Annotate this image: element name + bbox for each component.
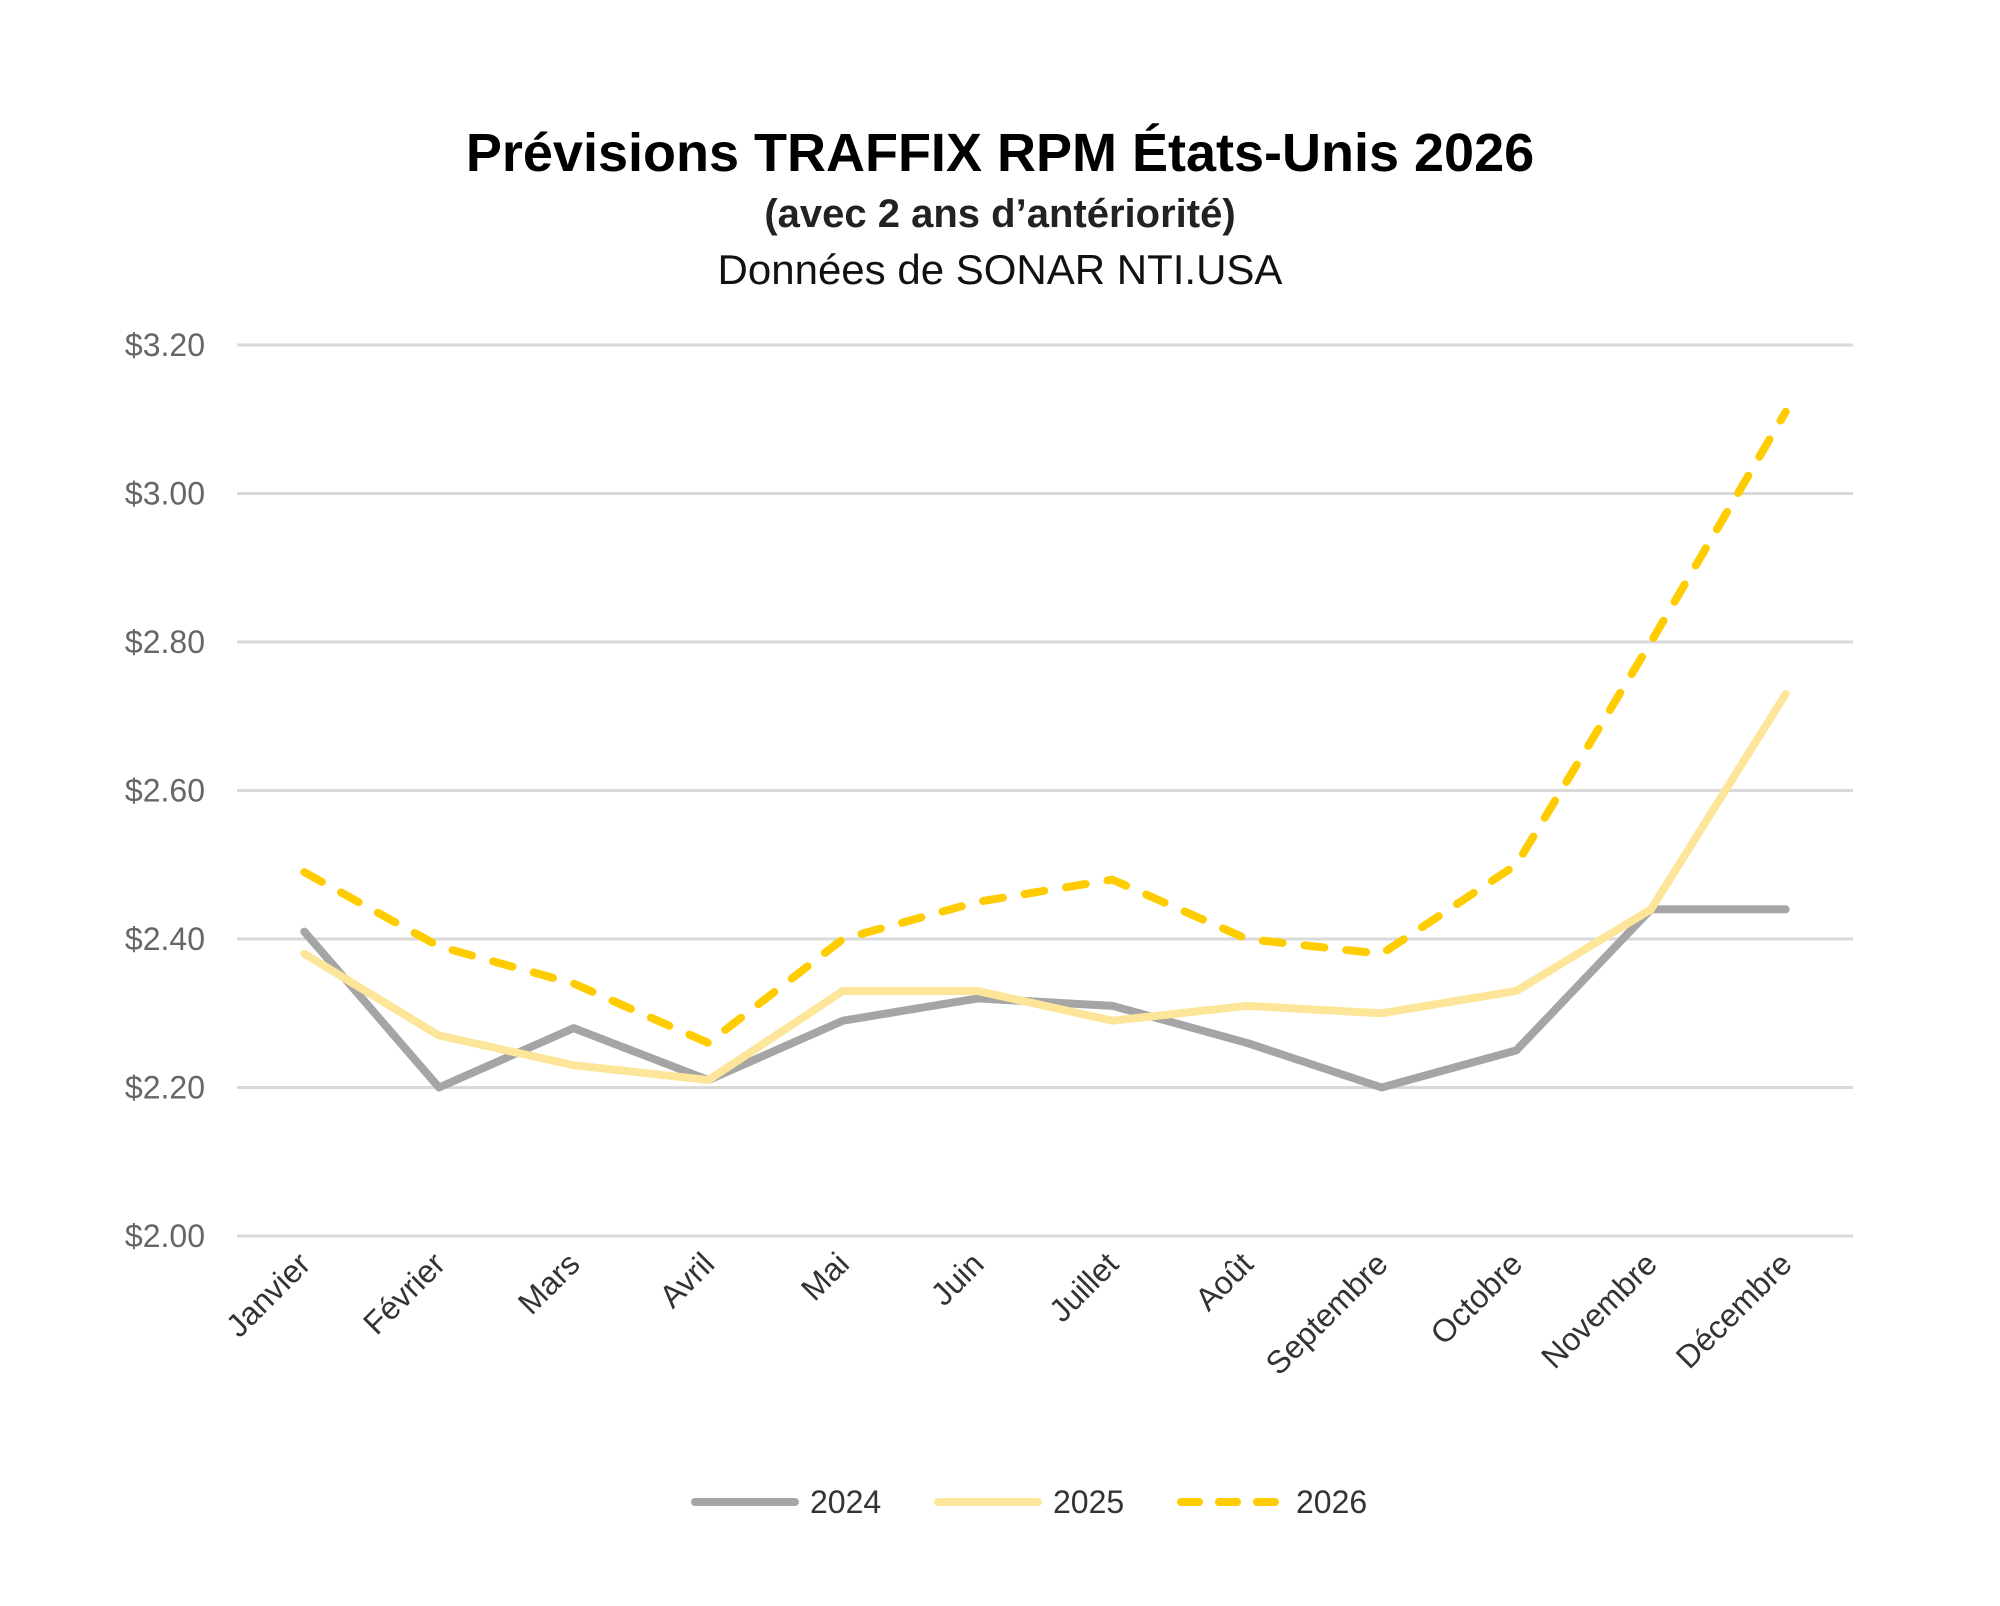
chart-subtitle: (avec 2 ans d’antériorité)	[764, 192, 1236, 236]
x-tick-label: Juin	[924, 1245, 991, 1312]
x-tick-label: Juillet	[1042, 1245, 1125, 1328]
y-tick-label: $2.80	[125, 624, 205, 660]
legend-label: 2024	[810, 1484, 881, 1520]
series-line-2024	[300, 905, 1790, 1092]
x-tick-label: Mai	[794, 1245, 856, 1307]
x-tick-label: Septembre	[1258, 1245, 1394, 1381]
y-tick-label: $2.00	[125, 1218, 205, 1254]
x-tick-label: Avril	[652, 1245, 721, 1314]
y-tick-label: $2.40	[125, 921, 205, 957]
y-tick-label: $3.20	[125, 327, 205, 363]
x-tick-label: Novembre	[1534, 1245, 1664, 1375]
chart-title: Prévisions TRAFFIX RPM États-Unis 2026	[465, 123, 1535, 183]
y-tick-label: $3.00	[125, 476, 205, 512]
series-line-2025	[300, 689, 1790, 1085]
y-tick-label: $2.20	[125, 1070, 205, 1106]
x-tick-label: Mars	[511, 1245, 587, 1321]
x-tick-label: Février	[356, 1245, 452, 1341]
x-tick-label: Décembre	[1669, 1245, 1799, 1375]
x-tick-label: Août	[1188, 1245, 1260, 1317]
series-line-2026	[300, 407, 1790, 1047]
legend-label: 2026	[1296, 1484, 1367, 1520]
legend-label: 2025	[1053, 1484, 1124, 1520]
x-tick-label: Janvier	[219, 1245, 318, 1344]
y-tick-label: $2.60	[125, 773, 205, 809]
x-tick-label: Octobre	[1423, 1245, 1529, 1351]
chart-source: Données de SONAR NTI.USA	[717, 246, 1283, 293]
